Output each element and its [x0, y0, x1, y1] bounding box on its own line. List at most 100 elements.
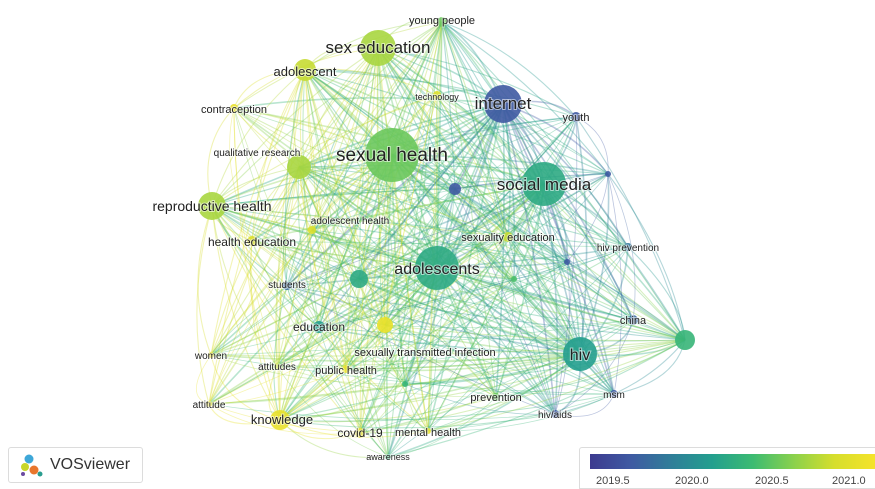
node-technology[interactable] — [433, 91, 441, 99]
node-label-youth[interactable]: youth — [562, 111, 591, 125]
node-covid-19[interactable] — [355, 428, 365, 438]
link-line — [377, 47, 629, 248]
link-line — [197, 205, 213, 356]
node-label-sexually-transmitted-infection[interactable]: sexually transmitted infection — [353, 346, 496, 360]
node-label-mental-health[interactable]: mental health — [394, 426, 462, 440]
link-line — [345, 319, 634, 370]
node-reproductive-health[interactable] — [198, 192, 226, 220]
link-line — [298, 166, 429, 432]
node-awareness[interactable] — [385, 454, 391, 460]
node-qualitative-research[interactable] — [287, 155, 311, 179]
link-line — [208, 236, 509, 405]
node-education[interactable] — [313, 321, 325, 333]
node-label-public-health[interactable]: public health — [314, 364, 378, 378]
node-knowledge[interactable] — [270, 410, 290, 430]
node-label-china[interactable]: china — [619, 314, 648, 328]
node-label-awareness[interactable]: awareness — [365, 451, 411, 463]
link-line — [345, 154, 393, 370]
node-label-knowledge[interactable]: knowledge — [250, 411, 314, 428]
node-sexuality-education[interactable] — [503, 232, 513, 242]
node-label-sexuality-education[interactable]: sexuality education — [460, 231, 556, 245]
node-social-media[interactable] — [522, 162, 566, 206]
link-line — [404, 103, 504, 385]
node-msm[interactable] — [610, 390, 618, 398]
link-line — [495, 246, 629, 398]
link-line — [495, 103, 505, 398]
node-label-technology[interactable]: technology — [414, 91, 460, 103]
node-u-far-right[interactable] — [675, 330, 695, 350]
node-women[interactable] — [208, 352, 214, 358]
node-label-health-education[interactable]: health education — [207, 234, 297, 250]
node-youth[interactable] — [571, 112, 581, 122]
link-line — [345, 103, 504, 370]
node-u-right-small[interactable] — [511, 276, 517, 282]
node-label-adolescent[interactable]: adolescent — [273, 63, 338, 80]
node-label-students[interactable]: students — [267, 279, 307, 292]
link-line — [345, 116, 577, 370]
node-u-bottom-center[interactable] — [402, 381, 408, 387]
node-label-reproductive-health[interactable]: reproductive health — [151, 197, 272, 215]
node-label-adolescent-health[interactable]: adolescent health — [310, 215, 390, 228]
link-line — [554, 339, 686, 415]
node-label-sexual-health[interactable]: sexual health — [335, 144, 449, 167]
node-label-qualitative-research[interactable]: qualitative research — [213, 147, 302, 160]
node-label-social-media[interactable]: social media — [496, 174, 593, 195]
node-label-sex-education[interactable]: sex education — [325, 37, 432, 58]
node-attitude[interactable] — [206, 401, 212, 407]
link-line — [208, 339, 686, 405]
node-mental-health[interactable] — [425, 428, 431, 434]
node-contraception[interactable] — [230, 104, 238, 112]
node-prevention[interactable] — [492, 393, 500, 401]
node-u-mid-right[interactable] — [564, 259, 570, 265]
node-label-young-people[interactable]: young people — [408, 14, 476, 28]
node-hiv-prevention[interactable] — [624, 243, 632, 251]
link-line — [233, 107, 300, 168]
link-line — [358, 278, 556, 415]
node-china[interactable] — [628, 315, 638, 325]
node-hiv-aids[interactable] — [551, 410, 559, 418]
node-adolescent[interactable] — [294, 59, 316, 81]
link-line — [298, 166, 347, 370]
node-label-attitude[interactable]: attitude — [192, 399, 227, 412]
node-sexual-health[interactable] — [365, 128, 419, 182]
node-u-left-center[interactable] — [350, 270, 368, 288]
node-adolescent-health[interactable] — [308, 226, 316, 234]
node-u-center-purple[interactable] — [449, 183, 461, 195]
node-label-adolescents[interactable]: adolescents — [393, 260, 480, 279]
node-label-msm[interactable]: msm — [602, 389, 626, 402]
node-label-hiv-aids[interactable]: hiv/aids — [537, 409, 573, 422]
node-label-contraception[interactable]: contraception — [200, 103, 268, 117]
node-sexually-transmitted-infection[interactable] — [377, 317, 393, 333]
link-line — [233, 107, 389, 458]
node-label-women[interactable]: women — [193, 350, 228, 363]
node-students[interactable] — [283, 282, 291, 290]
link-line — [211, 205, 278, 367]
link-line — [299, 69, 313, 231]
link-line — [345, 353, 581, 372]
link-line — [454, 188, 686, 341]
node-label-education[interactable]: education — [292, 319, 346, 335]
node-health-education[interactable] — [247, 236, 257, 246]
link-line — [404, 173, 609, 385]
node-attitudes[interactable] — [274, 363, 280, 369]
node-adolescents[interactable] — [415, 246, 459, 290]
node-label-attitudes[interactable]: attitudes — [257, 361, 297, 374]
link-line — [345, 47, 379, 370]
node-public-health[interactable] — [342, 365, 350, 373]
node-young-people[interactable] — [437, 17, 447, 27]
link-line — [359, 188, 456, 434]
link-line — [358, 278, 686, 341]
node-internet[interactable] — [484, 85, 522, 123]
node-label-hiv-prevention[interactable]: hiv prevention — [596, 242, 660, 255]
node-label-hiv[interactable]: hiv — [569, 346, 591, 365]
node-label-covid-19[interactable]: covid-19 — [336, 425, 384, 441]
link-line — [384, 324, 615, 395]
node-sex-education[interactable] — [360, 30, 396, 66]
node-label-internet[interactable]: internet — [474, 93, 533, 114]
node-hiv[interactable] — [563, 337, 597, 371]
node-label-prevention[interactable]: prevention — [469, 391, 522, 405]
link-line — [311, 229, 686, 341]
node-u-top-right[interactable] — [605, 171, 611, 177]
link-line — [251, 240, 581, 355]
